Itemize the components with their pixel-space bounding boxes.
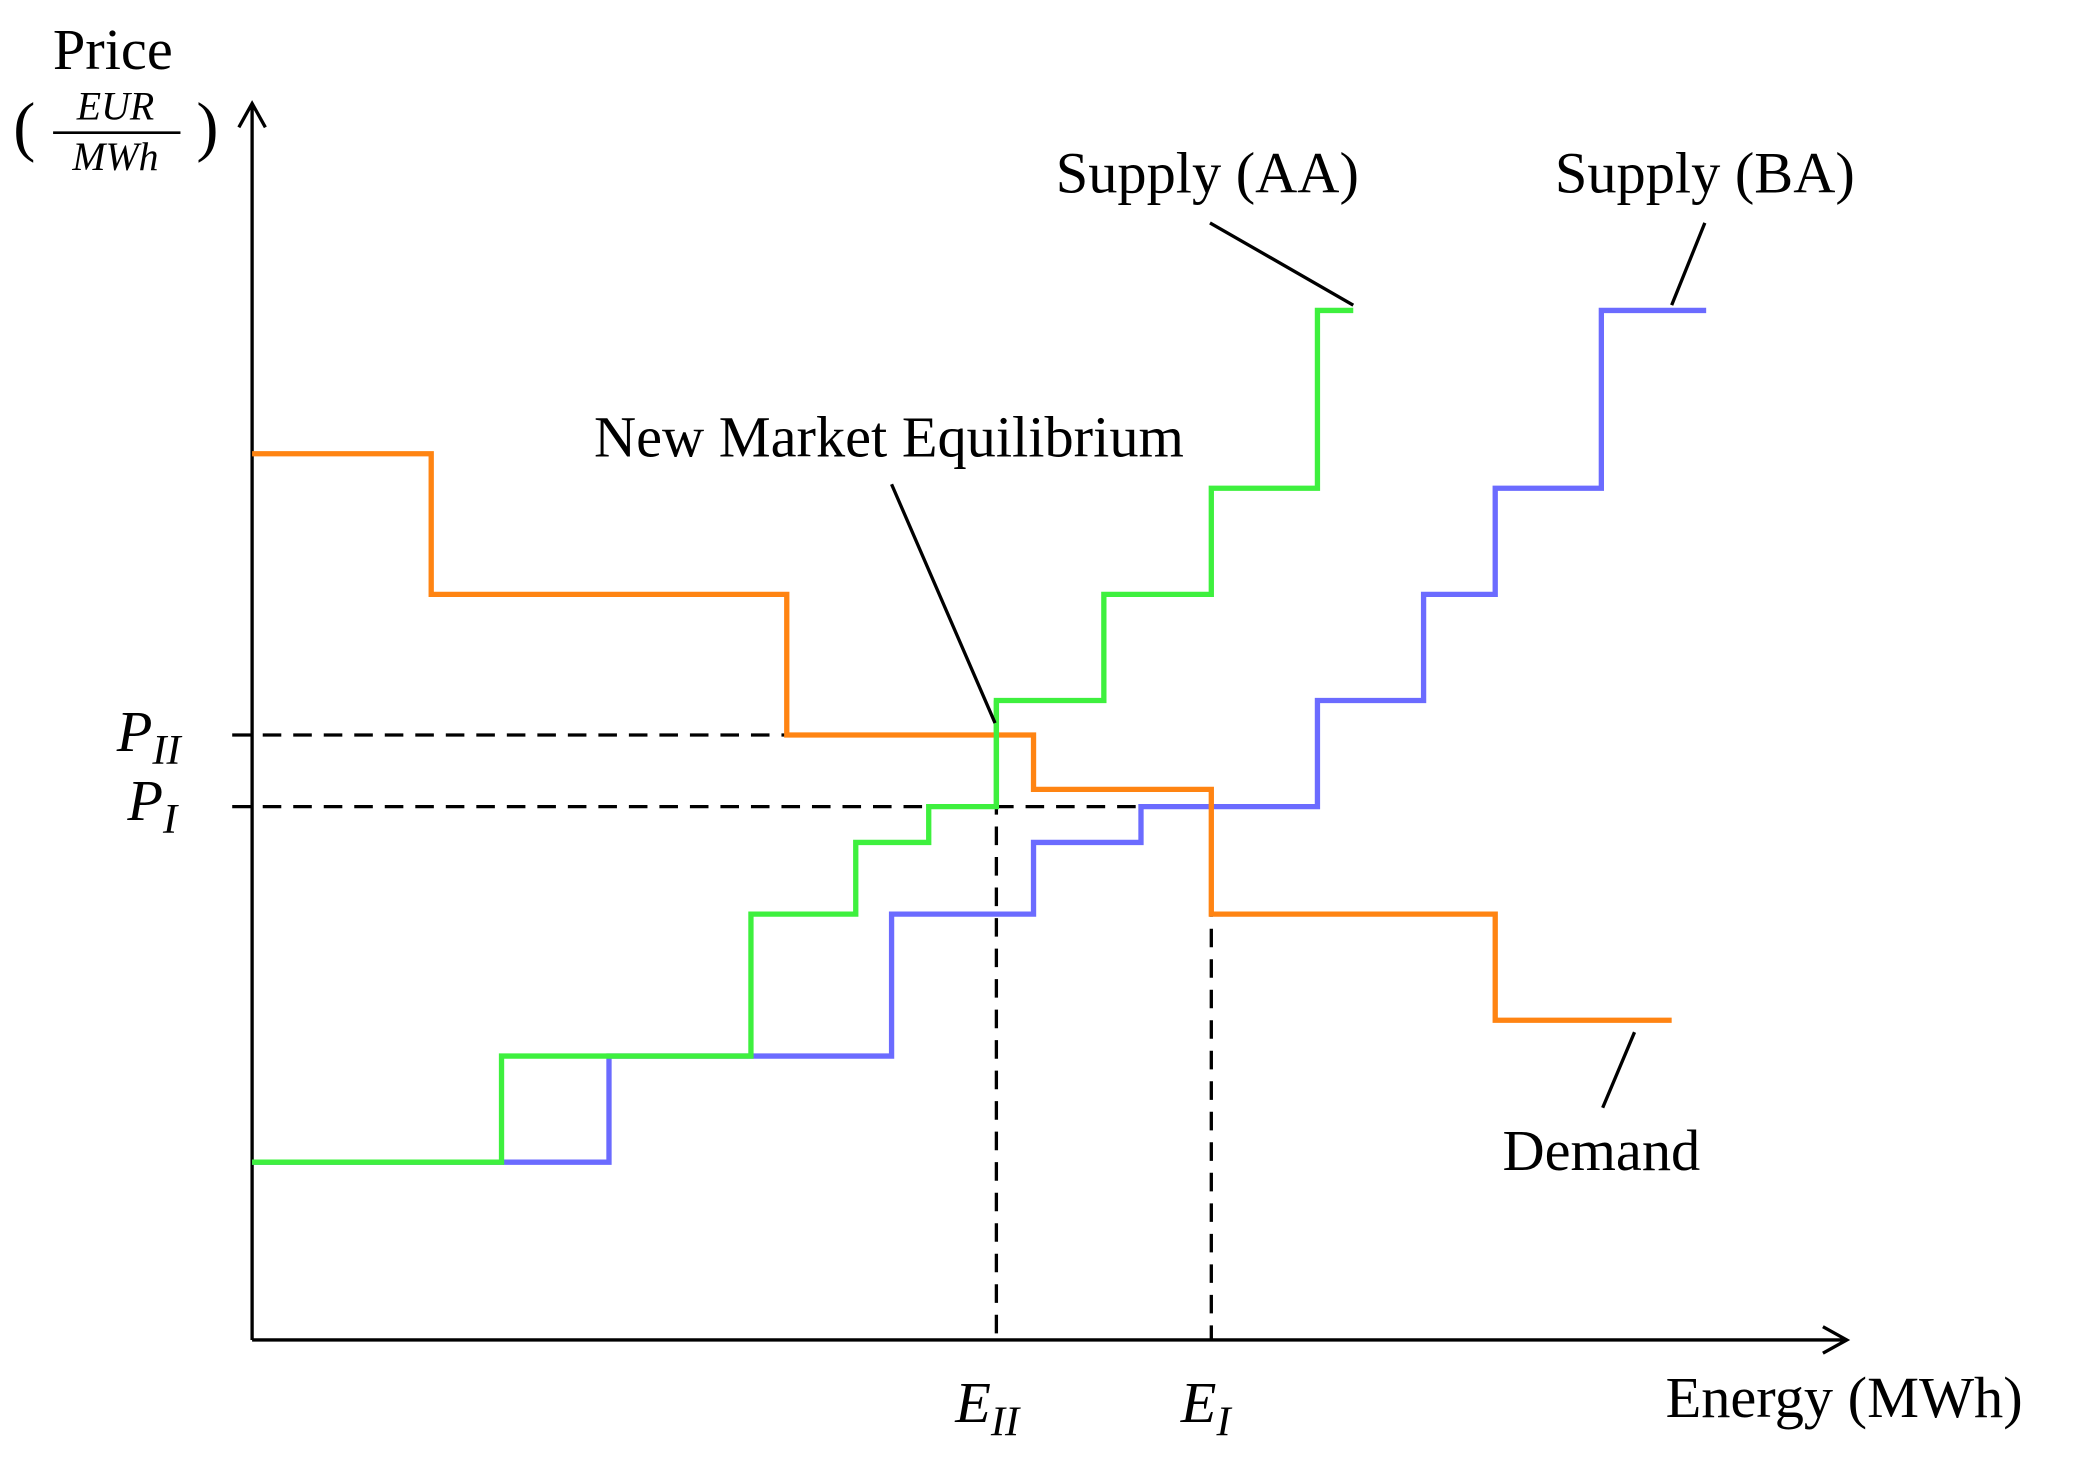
symbol: P [126,768,163,833]
subscript: II [151,727,182,774]
supply-aa-label: Supply (AA) [1056,140,1359,205]
demand-label: Demand [1502,1118,1700,1183]
symbol: E [1180,1370,1217,1435]
subscript: I [162,796,179,843]
supply-ba-curve [252,307,1707,1165]
supply-aa-curve [252,307,1354,1165]
unit-numerator: EUR [76,84,154,128]
y-axis-label: Price [53,17,173,82]
guide-lines [232,733,1213,1340]
symbol: P [116,699,153,764]
axes [237,100,1851,1355]
symbol: E [954,1370,991,1435]
x-axis-label: Energy (MWh) [1666,1365,2023,1430]
equilibrium-label: New Market Equilibrium [594,404,1184,469]
paren: ( [13,91,35,164]
unit-denominator: MWh [71,135,158,179]
demand-curve [252,451,1672,1023]
paren: ) [196,91,218,164]
e-i-label: EI [1180,1370,1233,1445]
supply-ba-label: Supply (BA) [1555,140,1855,205]
e-ii-label: EII [954,1370,1021,1445]
p-ii-label: PII [116,699,183,774]
leader-lines [890,221,1707,1109]
subscript: I [1215,1398,1232,1445]
p-i-label: PI [126,768,179,843]
subscript: II [990,1398,1021,1445]
